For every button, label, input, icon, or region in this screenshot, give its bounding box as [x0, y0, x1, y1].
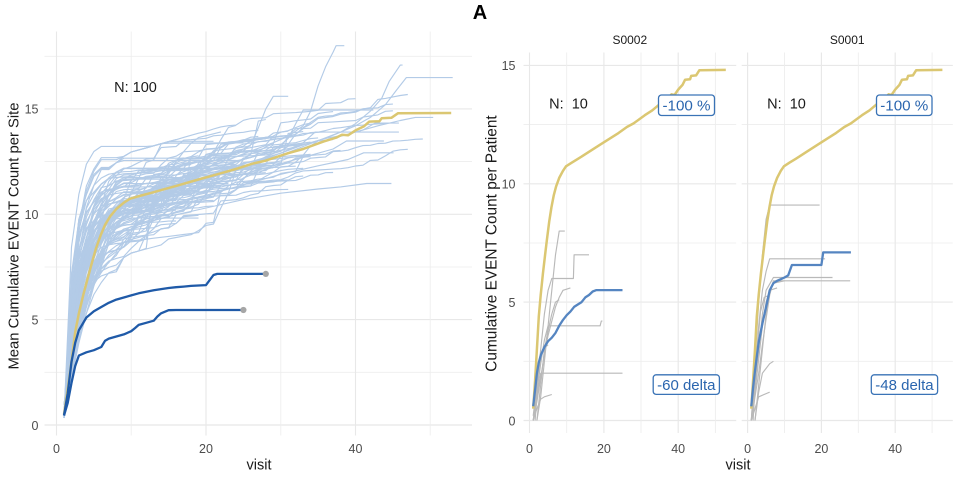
svg-text:-60 delta: -60 delta [657, 377, 716, 394]
svg-text:5: 5 [509, 296, 516, 310]
svg-text:0: 0 [526, 442, 533, 456]
svg-text:40: 40 [349, 442, 363, 456]
svg-text:15: 15 [25, 103, 39, 117]
svg-text:A: A [473, 2, 487, 24]
svg-text:40: 40 [888, 442, 902, 456]
svg-text:5: 5 [32, 313, 39, 327]
svg-text:40: 40 [671, 442, 685, 456]
svg-text:N: 100: N: 100 [114, 80, 157, 96]
svg-text:visit: visit [247, 458, 272, 474]
svg-text:Mean Cumulative EVENT Count pe: Mean Cumulative EVENT Count per Site [7, 102, 23, 369]
svg-text:0: 0 [744, 442, 751, 456]
svg-text:10: 10 [25, 208, 39, 222]
svg-text:Cumulative EVENT Count per Pat: Cumulative EVENT Count per Patient [484, 115, 501, 372]
svg-text:visit: visit [726, 458, 751, 474]
svg-text:-100 %: -100 % [662, 98, 710, 115]
svg-text:15: 15 [502, 59, 516, 73]
svg-text:N: 10: N: 10 [549, 96, 588, 112]
svg-text:20: 20 [199, 442, 213, 456]
svg-text:0: 0 [509, 414, 516, 428]
svg-text:20: 20 [597, 442, 611, 456]
svg-text:20: 20 [814, 442, 828, 456]
svg-text:-48 delta: -48 delta [875, 377, 934, 394]
svg-text:S0002: S0002 [612, 33, 647, 47]
svg-text:-100 %: -100 % [880, 98, 928, 115]
svg-text:S0001: S0001 [830, 33, 865, 47]
svg-text:10: 10 [502, 178, 516, 192]
svg-text:0: 0 [32, 419, 39, 433]
svg-text:0: 0 [53, 442, 60, 456]
svg-text:N: 10: N: 10 [767, 96, 806, 112]
